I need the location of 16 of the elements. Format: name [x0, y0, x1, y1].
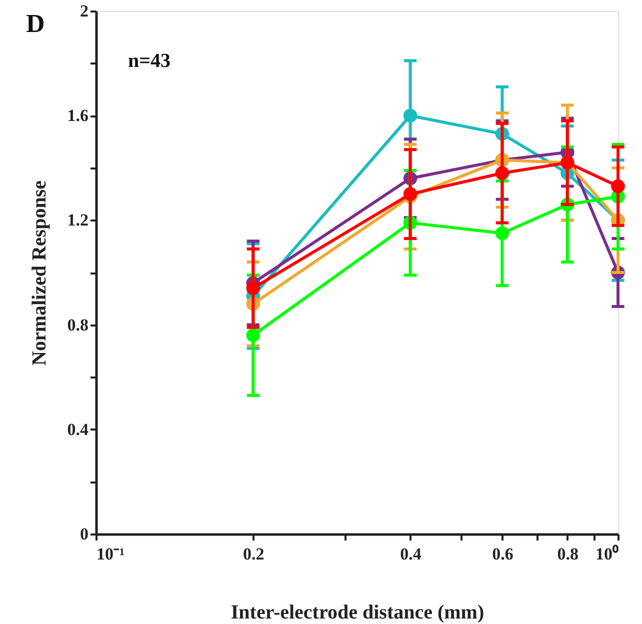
y-tick-label: 1.6: [67, 106, 88, 126]
y-axis-title: Normalized Response: [28, 180, 50, 366]
x-tick-label: 0.8: [557, 544, 579, 564]
x-tick-label: 10⁰: [596, 544, 618, 564]
x-axis-title: Inter-electrode distance (mm): [230, 602, 484, 624]
x-tick-label: 10⁻¹: [96, 544, 125, 564]
text: D: [26, 9, 45, 38]
y-tick-label: 0: [80, 524, 88, 544]
y-tick-label: 0.8: [67, 315, 88, 334]
y-tick-label: 1.2: [67, 210, 88, 230]
x-tick-label: 0.6: [492, 544, 514, 564]
y-tick-label: 0.4: [67, 420, 89, 439]
x-tick-label: 0.2: [243, 544, 264, 564]
x-tick-label: 0.4: [400, 544, 422, 564]
annotation: n=43: [128, 50, 171, 72]
y-tick-label: 2: [80, 2, 88, 20]
